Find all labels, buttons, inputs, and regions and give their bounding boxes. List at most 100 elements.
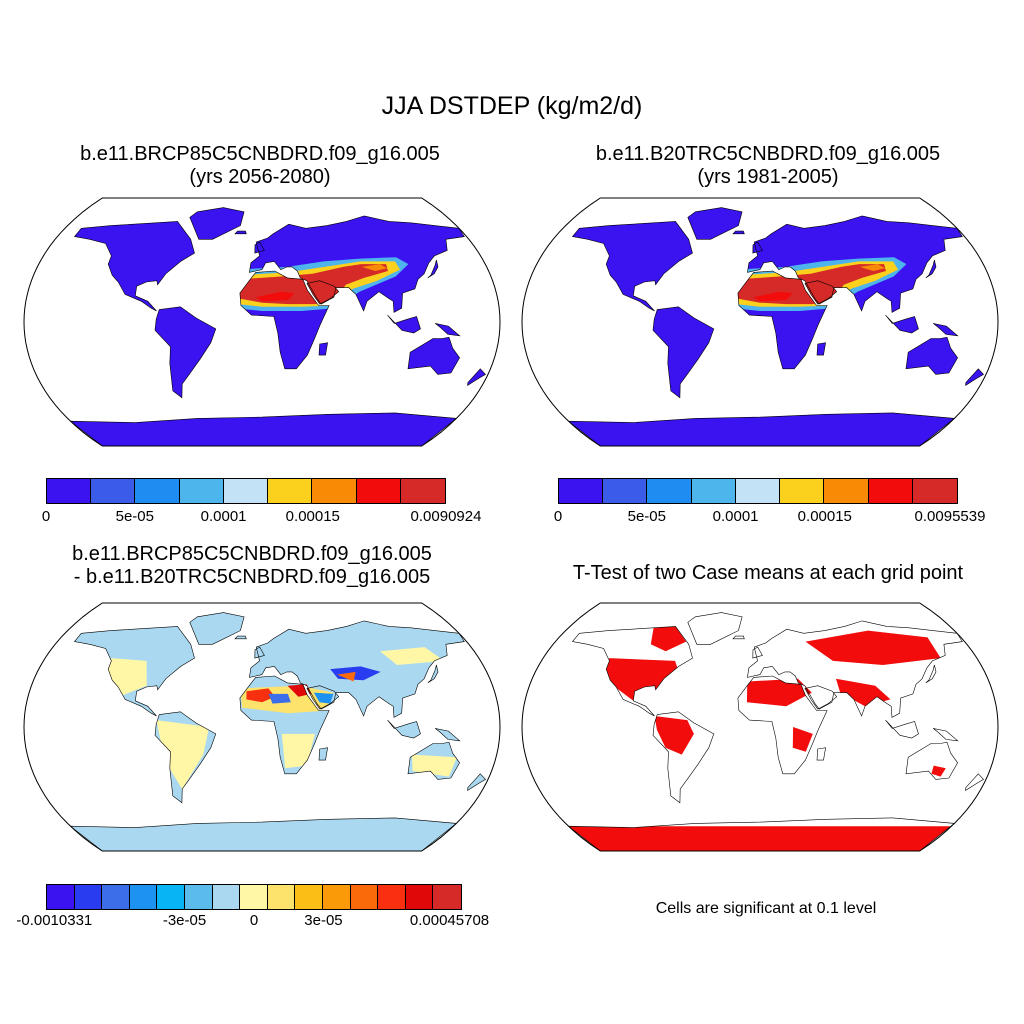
coastline-northAmerica	[571, 626, 693, 717]
colorbar-swatch	[295, 885, 323, 909]
coastline-southAmerica	[652, 711, 715, 804]
colorbar-swatch	[735, 479, 781, 503]
coastline-southAmerica	[154, 306, 217, 399]
colorbar-swatch	[212, 885, 241, 909]
diff-sahara-blue	[268, 693, 291, 704]
colorbar-swatch	[129, 885, 158, 909]
colorbar-swatch	[135, 479, 180, 503]
coastline-uk	[752, 646, 763, 659]
coastline-africa	[737, 675, 828, 775]
tick-label: 0	[41, 508, 51, 525]
coastline-australia	[407, 336, 460, 375]
coastline-japan	[925, 259, 937, 279]
coastline-northAmerica	[73, 626, 195, 717]
colorbar-swatch	[240, 885, 268, 909]
coastline-arabia	[306, 685, 340, 710]
panel-3-title-line1: b.e11.BRCP85C5CNBDRD.f09_g16.005	[72, 543, 432, 565]
coastline-uk	[752, 241, 763, 254]
land-antarctica	[70, 412, 457, 446]
colorbar-swatch	[312, 479, 357, 503]
land-madagascar	[319, 342, 328, 356]
sig-canada	[650, 626, 687, 652]
panel-1-title-line1: b.e11.BRCP85C5CNBDRD.f09_g16.005	[80, 143, 440, 165]
figure-title: JJA DSTDEP (kg/m2/d)	[381, 92, 643, 120]
land-madagascar	[319, 747, 328, 761]
coastline-greenland	[189, 207, 245, 240]
coastline-northAmerica	[73, 221, 195, 312]
coastline-madagascar	[816, 747, 826, 761]
dust-belt-east	[361, 264, 388, 271]
map-boundary	[521, 197, 999, 447]
land-southAmerica	[155, 306, 216, 398]
coastline-iceland	[234, 635, 247, 640]
map-boundary	[23, 602, 501, 852]
colorbar-panel-1	[46, 478, 446, 504]
land-uk	[254, 647, 265, 659]
colorbar-swatch	[74, 885, 103, 909]
diff-af-south	[281, 733, 315, 769]
colorbar-swatch	[780, 479, 825, 503]
land-newGuinea	[435, 323, 460, 336]
diff-arabia-blue	[313, 692, 334, 704]
tick-label: 5e-05	[627, 508, 666, 525]
coastline-newGuinea	[933, 728, 959, 742]
coastline-uk	[254, 241, 265, 254]
colorbar-swatch	[102, 885, 130, 909]
land-iceland	[733, 231, 745, 234]
tick-label: 5e-05	[115, 508, 154, 525]
sig-antarctica	[568, 826, 952, 851]
land-newZealand	[467, 773, 486, 791]
coastline-newZealand	[467, 773, 486, 791]
coastline-iceland	[234, 230, 247, 235]
map-difference	[23, 602, 501, 852]
coastline-japan	[427, 259, 439, 279]
coastline-arabia	[804, 280, 838, 305]
land-uk	[752, 242, 763, 254]
coastline-greenland	[189, 612, 245, 645]
panel-3-title: b.e11.BRCP85C5CNBDRD.f09_g16.005 - b.e11…	[12, 543, 492, 589]
coastline-arabia	[306, 280, 340, 305]
coastline-eurasia	[747, 215, 963, 313]
colorbar-swatch	[179, 479, 224, 503]
colorbar-swatch	[433, 885, 461, 909]
land-iceland	[235, 231, 247, 234]
panel-2-title-line1: b.e11.B20TRC5CNBDRD.f09_g16.005	[595, 143, 941, 165]
colorbar-swatch	[268, 479, 313, 503]
coastline-japan	[925, 664, 937, 684]
dust-belt-peak	[753, 291, 793, 302]
colorbar-swatch	[47, 885, 75, 909]
colorbar-swatch	[322, 885, 351, 909]
coastline-japan	[427, 664, 439, 684]
coastline-newZealand	[965, 773, 984, 791]
coastline-africa	[239, 270, 330, 370]
colorbar-swatch	[400, 479, 445, 503]
colorbar-swatch	[912, 479, 957, 503]
land-australia	[906, 337, 958, 375]
land-northAmerica	[74, 221, 195, 311]
colorbar-swatch	[47, 479, 92, 503]
land-newZealand	[467, 368, 486, 386]
colorbar-swatch	[356, 479, 401, 503]
tick-label: 0.0090924	[410, 508, 482, 525]
colorbar-swatch	[267, 885, 296, 909]
land-antarctica	[70, 817, 457, 851]
coastline-arabia	[804, 685, 838, 710]
coastline-australia	[905, 336, 958, 375]
colorbar-swatch	[378, 885, 406, 909]
coastline-northAmerica	[571, 221, 693, 312]
coastline-indonesia	[387, 314, 421, 334]
coastline-southAmerica	[154, 711, 217, 804]
tick-label: 0.00015	[285, 508, 340, 525]
land-newGuinea	[933, 323, 958, 336]
coastline-indonesia	[885, 314, 919, 334]
land-greenland	[687, 207, 743, 240]
colorbar-swatch	[405, 885, 434, 909]
sig-asia-north	[805, 630, 941, 665]
coastline-indonesia	[387, 719, 421, 739]
land-australia	[408, 337, 460, 375]
coastline-iceland	[732, 230, 745, 235]
tick-label: 0	[249, 912, 259, 929]
colorbar-swatch	[91, 479, 136, 503]
diff-iran	[337, 671, 356, 682]
colorbar-panel-2-ticks: 0 5e-05 0.0001 0.00015 0.0095539	[554, 508, 986, 528]
